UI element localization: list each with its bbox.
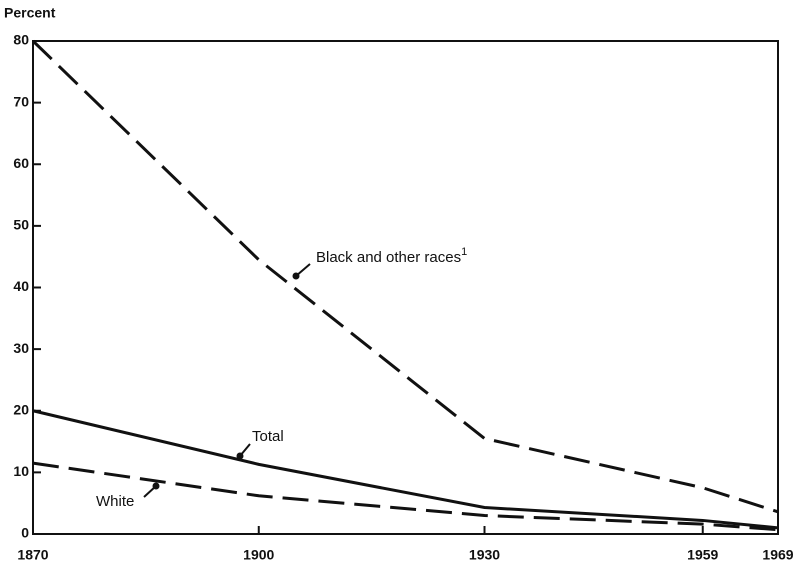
y-tick-label: 60 [13, 155, 29, 171]
series-line [31, 39, 779, 514]
y-tick-label: 20 [13, 401, 29, 417]
series-annotation: Total [252, 428, 284, 445]
y-tick-label: 40 [13, 278, 29, 294]
y-tick-label: 80 [13, 32, 29, 48]
annotation-arrowhead [152, 482, 160, 490]
annotation-arrowhead [292, 272, 300, 280]
y-tick-label: 10 [13, 463, 29, 479]
y-tick-label: 50 [13, 217, 29, 233]
annotation-arrowhead [236, 452, 244, 460]
x-tick-label: 1900 [243, 547, 274, 563]
x-tick-label: 1969 [762, 547, 793, 563]
plot-frame [32, 40, 779, 535]
y-tick-label: 70 [13, 93, 29, 109]
x-tick-label: 1870 [17, 547, 48, 563]
series-annotation: White [96, 493, 134, 510]
series-line [32, 409, 779, 530]
series-line [32, 461, 779, 532]
y-tick-label: 30 [13, 340, 29, 356]
series-annotation: Black and other races1 [316, 246, 467, 266]
y-tick-label: 0 [21, 525, 29, 541]
x-tick-label: 1959 [687, 547, 718, 563]
annotation-superscript: 1 [461, 246, 467, 258]
y-axis-label: Percent [4, 5, 56, 21]
x-tick-label: 1930 [469, 547, 500, 563]
